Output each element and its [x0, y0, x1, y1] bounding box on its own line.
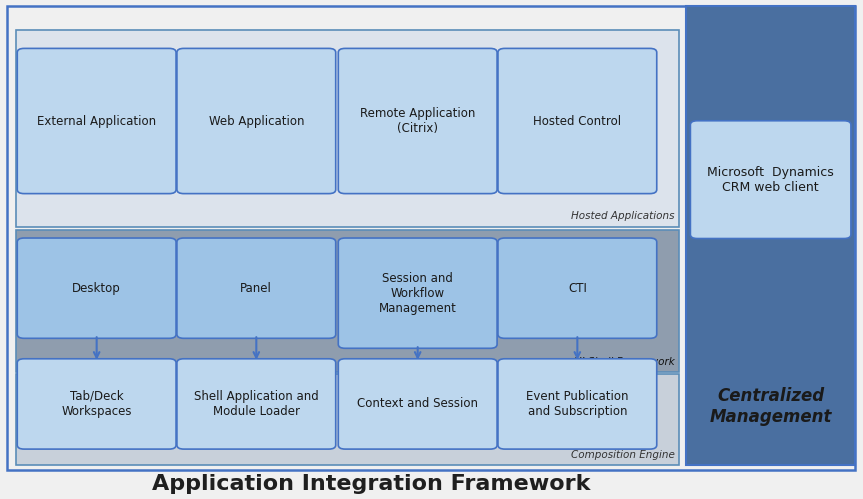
- FancyBboxPatch shape: [498, 359, 657, 449]
- FancyBboxPatch shape: [498, 238, 657, 338]
- Text: Desktop: Desktop: [72, 281, 121, 295]
- Text: Web Application: Web Application: [209, 114, 304, 128]
- Text: Composition Engine: Composition Engine: [571, 450, 675, 460]
- FancyBboxPatch shape: [177, 238, 336, 338]
- Text: Application Integration Framework: Application Integration Framework: [152, 474, 590, 494]
- FancyBboxPatch shape: [17, 359, 176, 449]
- Text: Shell Application and
Module Loader: Shell Application and Module Loader: [194, 390, 318, 418]
- Text: Centralized
Management: Centralized Management: [709, 387, 832, 426]
- Bar: [16, 230, 679, 372]
- Text: UI Shell Framework: UI Shell Framework: [574, 357, 675, 367]
- Text: Panel: Panel: [241, 281, 272, 295]
- Text: Hosted Applications: Hosted Applications: [571, 211, 675, 221]
- Text: Context and Session: Context and Session: [357, 397, 478, 411]
- FancyBboxPatch shape: [17, 48, 176, 194]
- FancyBboxPatch shape: [338, 359, 497, 449]
- Text: Event Publication
and Subscription: Event Publication and Subscription: [526, 390, 628, 418]
- FancyBboxPatch shape: [177, 48, 336, 194]
- FancyBboxPatch shape: [338, 48, 497, 194]
- FancyBboxPatch shape: [690, 121, 851, 239]
- Bar: [16, 374, 679, 465]
- Text: Remote Application
(Citrix): Remote Application (Citrix): [360, 107, 476, 135]
- FancyBboxPatch shape: [498, 48, 657, 194]
- Text: Session and
Workflow
Management: Session and Workflow Management: [379, 271, 457, 315]
- Text: Hosted Control: Hosted Control: [533, 114, 621, 128]
- Bar: [686, 6, 855, 465]
- Text: CTI: CTI: [568, 281, 587, 295]
- FancyBboxPatch shape: [17, 238, 176, 338]
- FancyBboxPatch shape: [177, 359, 336, 449]
- Text: Microsoft  Dynamics
CRM web client: Microsoft Dynamics CRM web client: [708, 166, 834, 194]
- Bar: [16, 30, 679, 227]
- Text: External Application: External Application: [37, 114, 156, 128]
- FancyBboxPatch shape: [338, 238, 497, 348]
- Text: Tab/Deck
Workspaces: Tab/Deck Workspaces: [61, 390, 132, 418]
